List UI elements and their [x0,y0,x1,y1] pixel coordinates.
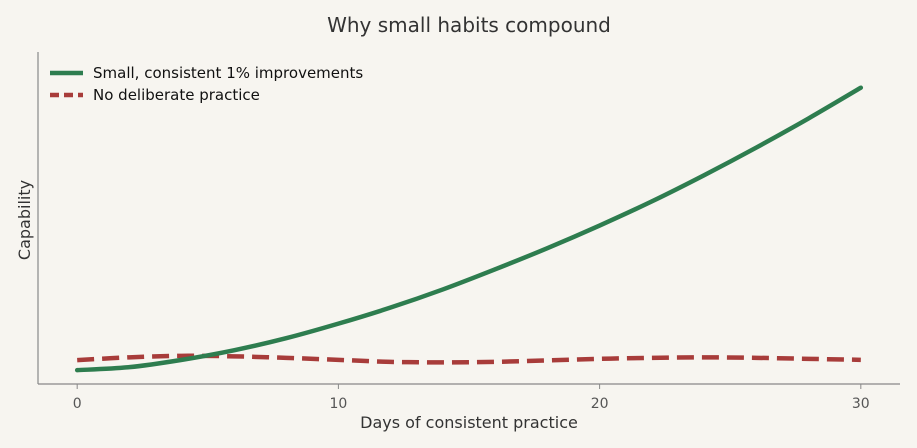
legend-label-improvements: Small, consistent 1% improvements [93,64,363,82]
x-tick-label-20: 20 [591,396,609,412]
x-tick-label-30: 30 [852,396,870,412]
x-tick-label-10: 10 [329,396,347,412]
plot-area [74,85,864,373]
legend-label-no-practice: No deliberate practice [93,86,260,104]
x-axis-ticks: 0 10 20 30 [73,384,870,412]
x-axis-label: Days of consistent practice [360,413,578,432]
x-tick-label-0: 0 [73,396,82,412]
y-axis-label: Capability [15,180,34,260]
series-line-improvements [74,85,864,373]
legend: Small, consistent 1% improvements No del… [50,64,363,104]
chart-title: Why small habits compound [327,13,611,37]
